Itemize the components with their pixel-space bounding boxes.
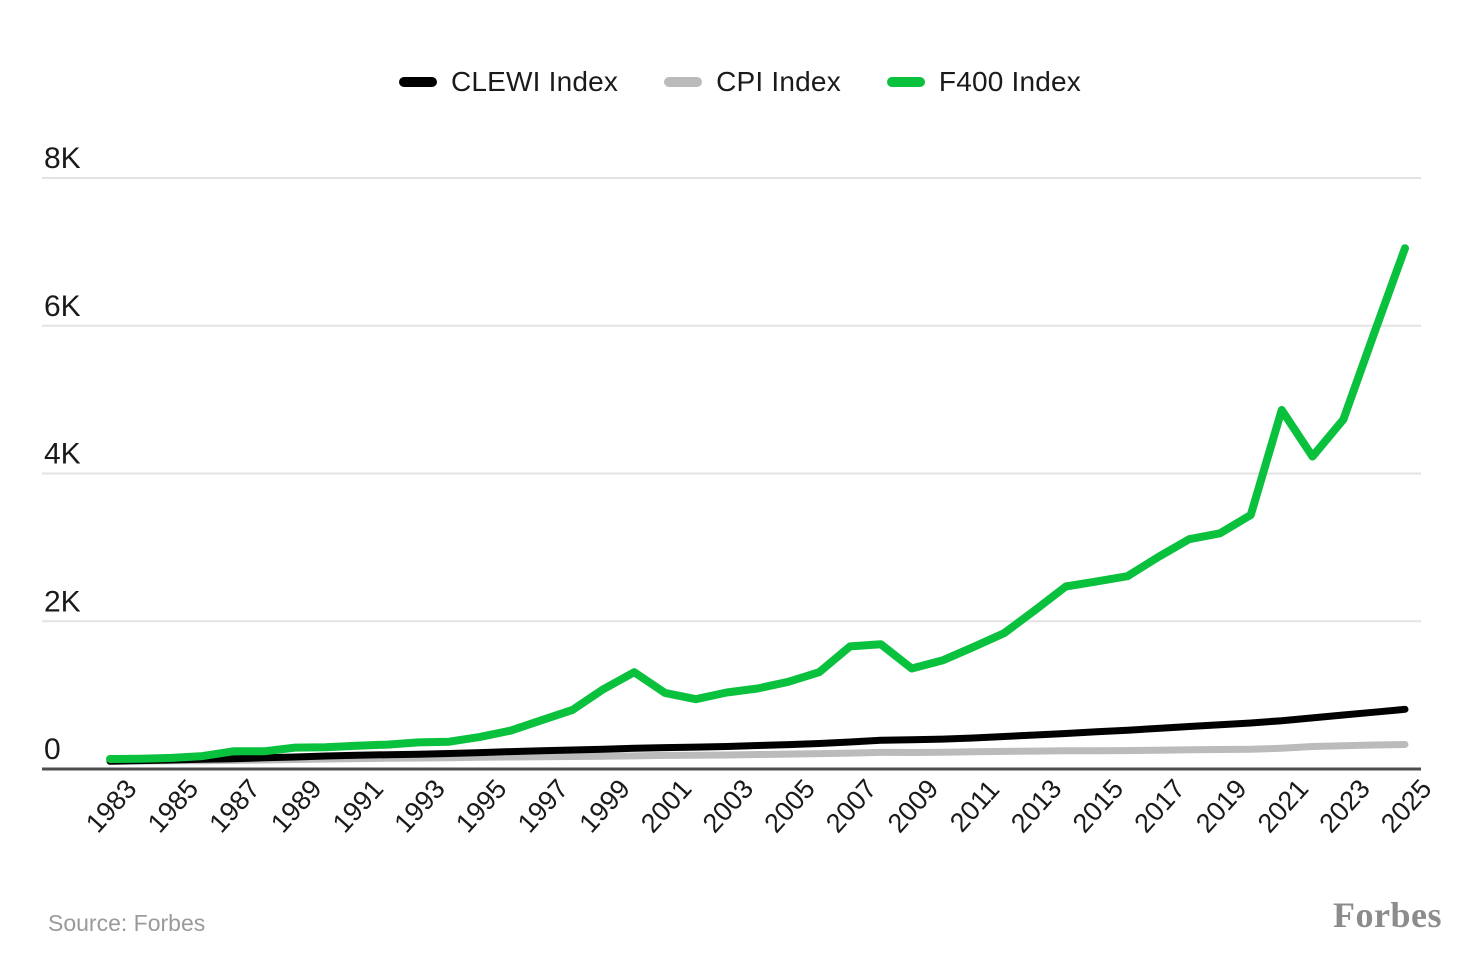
x-tick-label: 2001 (635, 774, 697, 839)
y-tick-label: 0 (44, 733, 61, 766)
cpi-swatch-icon (664, 77, 703, 87)
x-tick-label: 1991 (327, 774, 389, 839)
x-tick-label: 2007 (820, 774, 882, 839)
legend-item-cpi: CPI Index (664, 66, 841, 98)
y-tick-label: 6K (44, 290, 81, 323)
chart-legend: CLEWI Index CPI Index F400 Index (0, 60, 1480, 104)
legend-label-cpi: CPI Index (716, 66, 841, 97)
x-tick-label: 2015 (1067, 774, 1129, 839)
legend-label-f400: F400 Index (938, 66, 1082, 97)
x-tick-label: 2021 (1252, 774, 1314, 839)
x-tick-label: 1993 (388, 774, 450, 839)
x-tick-label: 2019 (1190, 774, 1252, 839)
legend-item-clewi: CLEWI Index (398, 66, 619, 98)
f400-swatch-icon (886, 77, 925, 87)
x-tick-label: 2013 (1005, 774, 1067, 839)
y-tick-label: 4K (44, 438, 81, 471)
y-tick-label: 2K (44, 585, 81, 618)
legend-label-clewi: CLEWI Index (450, 66, 619, 97)
clewi-line (106, 705, 1409, 765)
legend-item-f400: F400 Index (886, 66, 1082, 98)
x-tick-label: 1983 (80, 774, 142, 839)
x-tick-label: 2025 (1375, 774, 1437, 839)
x-tick-label: 1987 (203, 774, 265, 839)
x-tick-label: 1999 (573, 774, 635, 839)
source-note: Source: Forbes (48, 910, 206, 936)
x-tick-label: 2011 (944, 774, 1005, 837)
clewi-swatch-icon (398, 77, 437, 87)
forbes-logo: Forbes (1333, 895, 1442, 935)
x-tick-label: 2009 (882, 774, 944, 839)
x-tick-label: 2023 (1313, 774, 1375, 839)
x-tick-label: 1985 (142, 774, 204, 839)
x-tick-label: 2003 (697, 774, 759, 839)
f400-line (106, 244, 1409, 763)
y-tick-label: 8K (44, 142, 81, 175)
x-tick-label: 2017 (1128, 774, 1190, 839)
x-tick-label: 2005 (758, 774, 820, 839)
x-tick-label: 1995 (450, 774, 512, 839)
x-tick-label: 1997 (512, 774, 574, 839)
x-tick-label: 1989 (265, 774, 327, 839)
